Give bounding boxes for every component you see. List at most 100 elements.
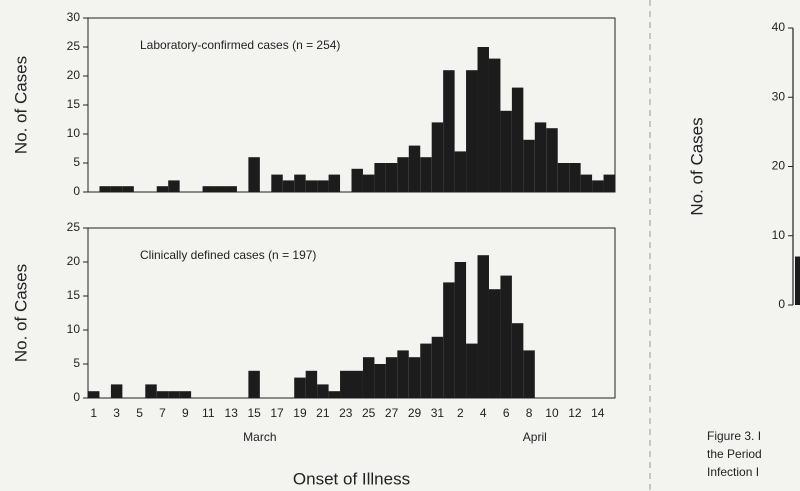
- y-tick-label: 0: [73, 390, 80, 404]
- bar: [592, 180, 604, 192]
- bar: [110, 384, 123, 398]
- y-tick-label: 0: [778, 297, 785, 311]
- x-tick-label: 12: [568, 406, 582, 420]
- bar: [374, 364, 386, 398]
- bar: [488, 289, 501, 398]
- y-tick-label: 5: [73, 356, 80, 370]
- bar: [477, 255, 489, 398]
- bar: [202, 186, 215, 192]
- bar: [362, 357, 375, 398]
- x-tick-label: 9: [182, 406, 189, 420]
- bar: [534, 122, 547, 192]
- y-tick-label: 10: [772, 228, 786, 242]
- bar: [443, 70, 455, 192]
- y-tick-label: 20: [67, 68, 81, 82]
- bar: [99, 186, 111, 192]
- x-tick-label: 15: [247, 406, 261, 420]
- bar: [225, 186, 237, 192]
- bar: [156, 186, 169, 192]
- bar: [294, 174, 306, 192]
- bar: [328, 174, 341, 192]
- x-tick-label: 4: [480, 406, 487, 420]
- bar: [443, 282, 455, 398]
- bar: [420, 343, 432, 398]
- bar: [454, 151, 467, 192]
- x-tick-label: 17: [270, 406, 284, 420]
- y-tick-label: 10: [67, 126, 81, 140]
- x-tick-label: 5: [136, 406, 143, 420]
- bar: [511, 323, 524, 398]
- y-tick-label: 30: [67, 10, 81, 24]
- x-tick-label: 6: [503, 406, 510, 420]
- bar: [523, 139, 535, 192]
- bar: [569, 163, 581, 192]
- x-tick-label: 11: [202, 406, 215, 420]
- annotation: Laboratory-confirmed cases (n = 254): [140, 38, 340, 52]
- x-tick-label: 21: [316, 406, 330, 420]
- bar: [110, 186, 123, 192]
- bar: [431, 122, 444, 192]
- bar: [385, 163, 398, 192]
- x-tick-label: 31: [431, 406, 445, 420]
- bar: [511, 87, 524, 192]
- bar: [271, 174, 283, 192]
- x-tick-label: 1: [90, 406, 97, 420]
- bar: [408, 357, 421, 398]
- bar: [294, 377, 306, 398]
- bar: [385, 357, 398, 398]
- bar: [795, 256, 800, 305]
- y-axis-label: No. of Cases: [687, 117, 706, 215]
- bar: [500, 275, 512, 398]
- y-tick-label: 25: [67, 39, 81, 53]
- bar: [317, 180, 329, 192]
- caption-line: Figure 3. I: [707, 429, 761, 443]
- bar: [408, 145, 421, 192]
- bar: [122, 186, 134, 192]
- bar: [282, 180, 295, 192]
- bar: [603, 174, 615, 192]
- bar: [397, 350, 409, 398]
- x-tick-label: 27: [385, 406, 399, 420]
- x-tick-label: 3: [113, 406, 120, 420]
- x-tick-label: 23: [339, 406, 353, 420]
- bar: [305, 180, 318, 192]
- x-tick-label: 2: [457, 406, 464, 420]
- y-tick-label: 5: [73, 155, 80, 169]
- bar: [420, 157, 432, 192]
- bar: [248, 370, 260, 398]
- caption-line: the Period: [707, 447, 762, 461]
- bar: [454, 262, 467, 398]
- bar: [168, 391, 180, 398]
- y-tick-label: 10: [67, 322, 81, 336]
- x-tick-label: 25: [362, 406, 376, 420]
- bar: [580, 174, 593, 192]
- bar: [179, 391, 192, 398]
- bar: [340, 370, 352, 398]
- bar: [523, 350, 535, 398]
- bar: [145, 384, 157, 398]
- bar: [500, 110, 512, 192]
- y-tick-label: 25: [67, 220, 81, 234]
- bar: [466, 70, 478, 192]
- bar: [397, 157, 409, 192]
- bar: [156, 391, 169, 398]
- bar: [477, 47, 489, 192]
- bar: [305, 370, 318, 398]
- bar: [168, 180, 180, 192]
- y-tick-label: 15: [67, 288, 81, 302]
- y-tick-label: 20: [67, 254, 81, 268]
- bar: [351, 370, 363, 398]
- annotation: Clinically defined cases (n = 197): [140, 248, 316, 262]
- bar: [362, 174, 375, 192]
- y-tick-label: 0: [73, 184, 80, 198]
- x-tick-label: 29: [408, 406, 422, 420]
- y-axis-label: No. of Cases: [11, 56, 30, 154]
- y-tick-label: 20: [772, 159, 786, 173]
- x-tick-label: 13: [225, 406, 239, 420]
- bar: [557, 163, 570, 192]
- bar: [374, 163, 386, 192]
- bar: [88, 391, 100, 398]
- month-label: April: [523, 430, 547, 444]
- y-tick-label: 15: [67, 97, 81, 111]
